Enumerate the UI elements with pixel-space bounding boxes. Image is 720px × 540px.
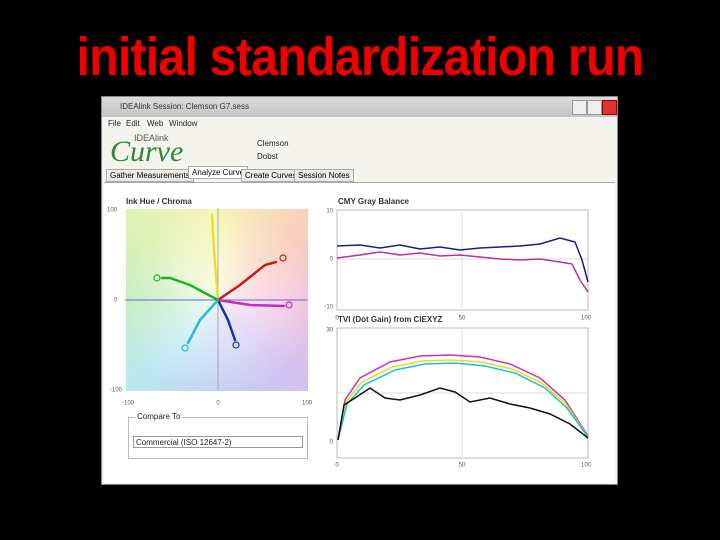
y-tick-label: 0 — [330, 440, 334, 446]
x-tick-label: 50 — [459, 463, 466, 469]
x-tick-label: 0 — [216, 401, 220, 407]
panel-title: TVI (Dot Gain) from CIEXYZ — [338, 315, 443, 324]
x-tick-label: 0 — [335, 316, 339, 322]
y-tick-label: 100 — [107, 208, 118, 214]
compare-select[interactable]: Commercial (ISO 12647-2) — [133, 436, 303, 448]
y-tick-label: 10 — [326, 209, 333, 215]
field-company: Clemson — [257, 139, 289, 148]
panel-title: Ink Hue / Chroma — [126, 197, 192, 206]
compare-group: Compare To Commercial (ISO 12647-2) — [128, 412, 308, 459]
field-user: Dobst — [257, 152, 278, 161]
y-tick-label: -100 — [110, 388, 123, 394]
menu-web[interactable]: Web — [147, 119, 164, 128]
y-tick-label: 0 — [330, 257, 334, 263]
close-button[interactable] — [602, 100, 617, 115]
logo-top: IDEAlink — [134, 133, 169, 143]
logo: Curve — [110, 135, 184, 168]
y-tick-label: 0 — [114, 298, 118, 304]
x-tick-label: 100 — [581, 463, 592, 469]
title-bar: IDEAlink Session: Clemson G7.sess — [102, 97, 617, 117]
tab[interactable]: Session Notes — [294, 169, 354, 182]
x-tick-label: 0 — [335, 463, 339, 469]
x-tick-label: -100 — [122, 401, 135, 407]
x-tick-label: 100 — [581, 316, 592, 322]
tab[interactable]: Gather Measurements — [106, 169, 194, 182]
window-title: IDEAlink Session: Clemson G7.sess — [120, 102, 249, 111]
x-tick-label: 100 — [302, 401, 313, 407]
menu-file[interactable]: File — [108, 119, 121, 128]
panel-title: CMY Gray Balance — [338, 197, 409, 206]
maximize-button[interactable] — [587, 100, 602, 115]
menu-window[interactable]: Window — [169, 119, 198, 128]
y-tick-label: -10 — [324, 305, 333, 311]
x-tick-label: 50 — [459, 316, 466, 322]
menu-edit[interactable]: Edit — [126, 119, 140, 128]
slide-title: initial standardization run — [76, 27, 644, 87]
compare-label: Compare To — [135, 412, 183, 421]
minimize-button[interactable] — [572, 100, 587, 115]
y-tick-label: 30 — [326, 328, 333, 334]
